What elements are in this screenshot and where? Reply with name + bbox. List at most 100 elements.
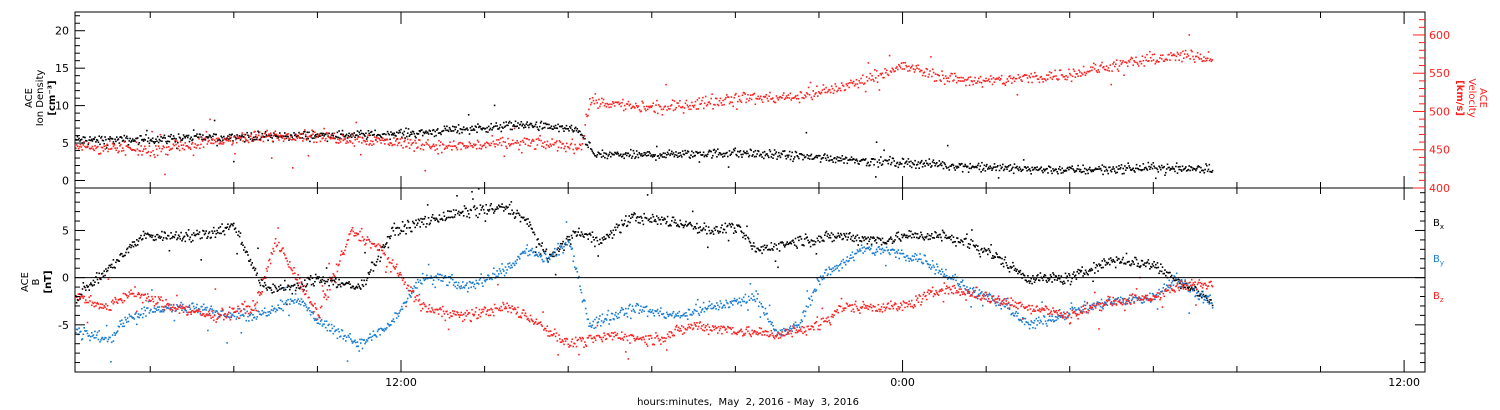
bx-point-954 bbox=[872, 236, 875, 238]
ion-density-point-325 bbox=[346, 137, 349, 139]
bx-point-619 bbox=[592, 236, 594, 238]
velocity-point-901 bbox=[903, 68, 906, 70]
bx-point-232 bbox=[268, 287, 271, 289]
ion-density-point-105 bbox=[162, 136, 165, 139]
ion-density-point-1045 bbox=[948, 169, 951, 171]
by-point-22 bbox=[93, 337, 95, 339]
bx-point-392 bbox=[402, 230, 405, 232]
ion-density-point-278 bbox=[307, 137, 309, 140]
bx-point-1235 bbox=[1107, 261, 1109, 264]
ion-density-point-315 bbox=[338, 130, 340, 132]
velocity-point-943 bbox=[942, 74, 944, 77]
by-point-818 bbox=[758, 301, 761, 303]
ion-density-point-1065 bbox=[965, 165, 967, 167]
velocity-point-312 bbox=[361, 137, 364, 139]
bx-point-183 bbox=[228, 228, 230, 231]
bx-point-92 bbox=[151, 234, 154, 237]
velocity-point-831 bbox=[839, 87, 841, 90]
velocity-point-815 bbox=[824, 91, 826, 94]
velocity-point-136 bbox=[200, 143, 202, 146]
bx-point-970 bbox=[885, 242, 888, 245]
ion-density-point-1166 bbox=[1049, 166, 1052, 169]
ion-density-point-448 bbox=[449, 128, 452, 131]
by-point-755 bbox=[706, 308, 708, 311]
velocity-point-467 bbox=[504, 141, 506, 143]
by-point-644 bbox=[613, 318, 615, 321]
by-point-831 bbox=[769, 320, 772, 323]
ion-density-point-492 bbox=[486, 126, 488, 129]
bx-point-300 bbox=[325, 267, 328, 269]
by-point-544 bbox=[529, 249, 532, 251]
ion-density-point-1207 bbox=[1083, 167, 1086, 170]
ion-density-point-1253 bbox=[1122, 167, 1124, 170]
velocity-point-369 bbox=[414, 139, 416, 142]
ion-density-point-24 bbox=[95, 141, 97, 143]
bx-point-38 bbox=[106, 269, 109, 272]
velocity-point-246 bbox=[301, 132, 303, 135]
by-point-973 bbox=[888, 252, 890, 254]
velocity-point-962 bbox=[959, 80, 962, 82]
ion-density-point-1133 bbox=[1022, 168, 1024, 171]
velocity-point-63 bbox=[132, 149, 135, 151]
by-point-700 bbox=[660, 307, 662, 309]
bx-point-122 bbox=[177, 237, 179, 239]
bx-point-487 bbox=[482, 205, 484, 207]
by-point-434 bbox=[437, 278, 440, 281]
velocity-point-957 bbox=[955, 75, 957, 77]
velocity-point-698 bbox=[716, 103, 719, 106]
velocity-point-1134 bbox=[1117, 70, 1120, 72]
by-point-897 bbox=[824, 269, 827, 271]
bx-point-992 bbox=[904, 234, 906, 237]
ion-density-point-464 bbox=[462, 126, 465, 128]
velocity-point-997 bbox=[991, 83, 994, 86]
bx-point-1221 bbox=[1095, 263, 1098, 266]
velocity-point-595 bbox=[622, 98, 624, 101]
bx-point-863 bbox=[796, 247, 798, 249]
bx-point-934 bbox=[855, 239, 858, 242]
bx-point-1121 bbox=[1012, 261, 1014, 264]
bx-point-1229 bbox=[1102, 266, 1104, 269]
by-point-942 bbox=[862, 252, 864, 254]
ion-density-point-422 bbox=[427, 133, 430, 135]
by-point-725 bbox=[681, 315, 683, 317]
velocity-point-1091 bbox=[1078, 69, 1080, 71]
bx-point-391 bbox=[401, 221, 404, 223]
ion-density-point-692 bbox=[653, 155, 656, 157]
velocity-point-998 bbox=[992, 77, 995, 79]
velocity-point-1075 bbox=[1063, 76, 1066, 78]
bx-point-546 bbox=[531, 228, 533, 230]
ion-density-point-967 bbox=[883, 149, 885, 152]
by-point-76 bbox=[138, 316, 141, 319]
by-point-974 bbox=[889, 253, 891, 256]
bx-point-42 bbox=[110, 266, 112, 268]
bx-point-704 bbox=[663, 217, 666, 220]
velocity-point-1207 bbox=[1184, 49, 1187, 52]
velocity-point-3 bbox=[77, 148, 80, 150]
ion-density-point-616 bbox=[589, 148, 592, 150]
velocity-point-948 bbox=[946, 80, 949, 82]
by-point-379 bbox=[391, 320, 394, 322]
velocity-point-30 bbox=[102, 150, 105, 152]
ion-density-point-406 bbox=[414, 135, 416, 138]
ion-density-point-989 bbox=[901, 157, 904, 160]
ion-density-point-540 bbox=[526, 121, 528, 123]
by-point-963 bbox=[880, 252, 882, 255]
velocity-point-283 bbox=[335, 141, 337, 144]
bx-point-1030 bbox=[936, 236, 938, 238]
ion-density-point-964 bbox=[880, 164, 883, 166]
by-point-142 bbox=[193, 307, 196, 310]
ion-density-point-923 bbox=[846, 162, 849, 165]
bx-point-313 bbox=[336, 286, 339, 288]
bx-point-1182 bbox=[1063, 280, 1065, 283]
ion-density-point-54 bbox=[120, 136, 122, 138]
by-point-606 bbox=[581, 301, 584, 303]
velocity-point-285 bbox=[337, 138, 339, 141]
ion-density-point-1121 bbox=[1012, 166, 1014, 169]
velocity-point-1035 bbox=[1026, 77, 1029, 79]
velocity-point-111 bbox=[177, 147, 179, 150]
bx-point-1214 bbox=[1089, 270, 1092, 272]
by-point-791 bbox=[736, 298, 738, 301]
bx-point-24 bbox=[95, 276, 97, 278]
by-point-417 bbox=[423, 279, 426, 282]
ion-density-point-558 bbox=[541, 128, 543, 130]
